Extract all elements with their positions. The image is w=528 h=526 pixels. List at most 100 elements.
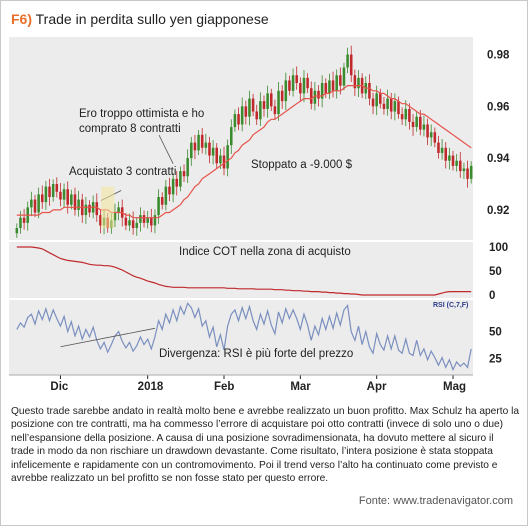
price-candle xyxy=(99,215,102,226)
source-credit: Fonte: www.tradenavigator.com xyxy=(358,495,513,507)
price-candle xyxy=(448,155,451,161)
price-candle xyxy=(339,75,342,86)
caption-text: Questo trade sarebbe andato in realtà mo… xyxy=(11,406,519,485)
price-candle xyxy=(469,165,473,179)
annotation-overbuy-line: comprato 8 contratti xyxy=(79,123,181,135)
figure-title-text: Trade in perdita sullo yen giapponese xyxy=(35,11,269,27)
x-axis-label: Mar xyxy=(290,381,311,393)
price-candle xyxy=(244,106,248,117)
price-candle xyxy=(219,155,222,164)
x-axis-label: Feb xyxy=(214,381,234,393)
price-candle xyxy=(317,90,320,99)
price-candle xyxy=(186,158,189,177)
x-axis-label: Dic xyxy=(50,381,69,393)
annotation-overbuy: Ero troppo ottimista e ho comprato 8 cont… xyxy=(79,108,204,135)
entry-highlight-zone xyxy=(101,186,115,229)
figure-title: F6) Trade in perdita sullo yen giappones… xyxy=(11,11,269,27)
price-candle xyxy=(22,217,26,223)
price-candle xyxy=(51,184,55,197)
price-candle xyxy=(375,93,378,107)
price-candle xyxy=(160,196,164,205)
price-candle xyxy=(397,101,400,115)
price-candle xyxy=(349,54,353,76)
price-candle xyxy=(433,132,437,143)
price-candle xyxy=(382,103,386,109)
price-candle xyxy=(88,204,91,213)
figure-number: F6) xyxy=(11,11,32,27)
price-candle xyxy=(422,124,426,130)
price-candle xyxy=(95,202,99,216)
price-candle xyxy=(171,178,175,195)
price-candle xyxy=(291,75,295,91)
annotation-overbuy-line: Ero troppo ottimista e ho xyxy=(79,108,204,120)
price-candle xyxy=(299,83,302,94)
cot-panel-label: Indice COT nella zona di acquisto xyxy=(179,246,351,258)
x-axis-band xyxy=(9,375,473,399)
price-candle xyxy=(62,189,66,200)
price-candle xyxy=(70,194,73,205)
price-candle xyxy=(19,217,22,229)
annotation-stopped: Stoppato a -9.000 $ xyxy=(251,159,353,171)
price-candle xyxy=(37,194,40,213)
price-candle xyxy=(255,111,258,120)
divergence-line xyxy=(60,327,156,348)
price-candle xyxy=(113,212,117,221)
price-candle xyxy=(277,90,280,115)
rsi-legend: RSI (C,7,F) xyxy=(433,302,468,309)
price-candle xyxy=(204,142,208,148)
price-candle xyxy=(451,155,455,166)
price-candle xyxy=(211,147,215,156)
rsi-tick-label: 50 xyxy=(489,327,502,339)
price-candle xyxy=(324,83,328,94)
price-candle xyxy=(262,101,266,109)
price-candle xyxy=(335,75,338,91)
price-candle xyxy=(15,228,19,234)
price-tick-label: 0.96 xyxy=(487,101,509,113)
rsi-line xyxy=(16,302,472,372)
price-candle xyxy=(84,204,88,216)
price-candle xyxy=(419,116,422,130)
cot-tick-label: 100 xyxy=(489,242,508,254)
price-candle xyxy=(466,168,469,179)
price-candle xyxy=(393,101,397,112)
price-candle xyxy=(233,114,237,128)
price-tick-label: 0.94 xyxy=(487,153,510,165)
price-candle xyxy=(273,106,277,115)
price-candle xyxy=(295,75,298,84)
x-axis-label: Mag xyxy=(443,381,466,393)
price-candle xyxy=(164,186,168,205)
price-candle xyxy=(179,171,182,187)
price-candle xyxy=(175,178,179,187)
price-candle xyxy=(197,134,200,151)
price-candle xyxy=(237,114,240,125)
annotation-overbuy-connector xyxy=(158,134,174,164)
price-candle xyxy=(40,194,44,203)
price-candle xyxy=(190,142,193,159)
price-candle xyxy=(215,147,219,164)
price-candle xyxy=(284,80,288,102)
price-candle xyxy=(251,98,255,112)
price-candle xyxy=(404,108,408,120)
price-candle xyxy=(357,77,360,89)
cot-tick-label: 50 xyxy=(489,266,502,278)
price-candle xyxy=(379,93,382,104)
price-candle xyxy=(306,77,309,89)
price-candle xyxy=(426,124,429,138)
price-candle xyxy=(146,217,149,223)
price-candle xyxy=(408,108,411,122)
price-candle xyxy=(240,106,244,125)
price-candle xyxy=(342,67,346,86)
price-candle xyxy=(73,194,77,210)
price-candle xyxy=(353,75,357,89)
price-candle xyxy=(59,191,62,200)
price-candle xyxy=(400,114,404,120)
price-candle xyxy=(266,93,269,109)
cot-index-line xyxy=(16,246,472,296)
chart-svg: 0.98 0.96 0.94 0.92 100 50 0 50 25 Indice COT nel… xyxy=(9,37,510,399)
price-candle xyxy=(44,186,48,203)
price-candle xyxy=(48,186,51,197)
price-candle xyxy=(153,215,157,226)
price-candle xyxy=(128,220,131,226)
price-candle xyxy=(248,98,251,117)
price-candle xyxy=(455,160,458,166)
